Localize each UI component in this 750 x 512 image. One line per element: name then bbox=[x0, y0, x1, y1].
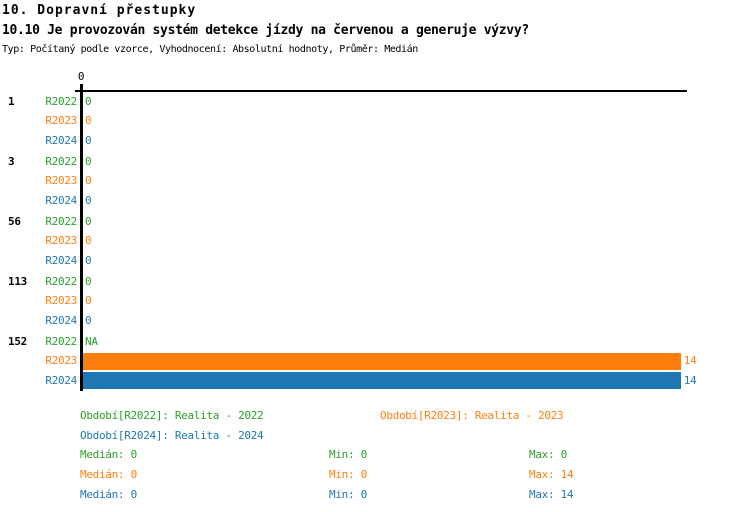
series-label: R2022 bbox=[45, 154, 77, 168]
series-label: R2022 bbox=[45, 274, 77, 288]
value-label: 0 bbox=[85, 274, 92, 288]
legend-item-r2024: Období[R2024]: Realita - 2024 bbox=[80, 429, 264, 442]
series-label: R2023 bbox=[45, 234, 77, 248]
legend-item-r2023: Období[R2023]: Realita - 2023 bbox=[380, 409, 564, 422]
series-label: R2024 bbox=[45, 253, 77, 267]
series-label: R2023 bbox=[45, 174, 77, 188]
bar bbox=[83, 352, 681, 370]
stat-median-r2023: Medián: 0 bbox=[80, 468, 137, 481]
value-label: 0 bbox=[85, 313, 92, 327]
series-label: R2023 bbox=[45, 114, 77, 128]
series-label: R2023 bbox=[45, 354, 77, 368]
value-label: 0 bbox=[85, 94, 92, 108]
x-axis-line bbox=[75, 90, 687, 92]
value-label: 14 bbox=[683, 354, 697, 368]
stat-min-r2022: Min: 0 bbox=[329, 448, 367, 461]
value-label: 0 bbox=[85, 214, 92, 228]
value-label: 0 bbox=[85, 174, 92, 188]
stat-max-r2024: Max: 14 bbox=[529, 488, 574, 501]
y-axis-line bbox=[80, 84, 83, 391]
series-label: R2022 bbox=[45, 334, 77, 348]
series-label: R2023 bbox=[45, 294, 77, 308]
value-label: 0 bbox=[85, 193, 92, 207]
page-subtitle: 10.10 Je provozován systém detekce jízdy… bbox=[2, 23, 529, 38]
series-label: R2022 bbox=[45, 94, 77, 108]
value-label: 0 bbox=[85, 234, 92, 248]
stat-min-r2023: Min: 0 bbox=[329, 468, 367, 481]
stat-median-r2022: Medián: 0 bbox=[80, 448, 137, 461]
bar bbox=[83, 372, 681, 390]
page-title: 10. Dopravní přestupky bbox=[2, 3, 197, 18]
group-label: 113 bbox=[8, 274, 27, 288]
value-label: 0 bbox=[85, 154, 92, 168]
series-label: R2024 bbox=[45, 193, 77, 207]
value-label: 0 bbox=[85, 133, 92, 147]
series-label: R2024 bbox=[45, 373, 77, 387]
stat-min-r2024: Min: 0 bbox=[329, 488, 367, 501]
group-label: 1 bbox=[8, 94, 15, 108]
value-label: NA bbox=[85, 334, 98, 348]
value-label: 0 bbox=[85, 294, 92, 308]
group-label: 3 bbox=[8, 154, 15, 168]
legend-item-r2022: Období[R2022]: Realita - 2022 bbox=[80, 409, 264, 422]
stat-max-r2023: Max: 14 bbox=[529, 468, 574, 481]
value-label: 0 bbox=[85, 253, 92, 267]
value-label: 0 bbox=[85, 114, 92, 128]
x-tick-label: 0 bbox=[77, 70, 85, 83]
group-label: 56 bbox=[8, 214, 21, 228]
series-label: R2024 bbox=[45, 313, 77, 327]
value-label: 14 bbox=[683, 373, 697, 387]
chart-meta: Typ: Počítaný podle vzorce, Vyhodnocení:… bbox=[2, 44, 418, 55]
group-label: 152 bbox=[8, 334, 27, 348]
series-label: R2022 bbox=[45, 214, 77, 228]
series-label: R2024 bbox=[45, 133, 77, 147]
stat-max-r2022: Max: 0 bbox=[529, 448, 567, 461]
stat-median-r2024: Medián: 0 bbox=[80, 488, 137, 501]
